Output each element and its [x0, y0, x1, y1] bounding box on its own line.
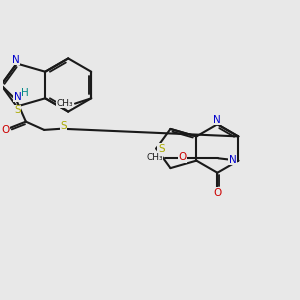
Text: O: O — [178, 152, 187, 162]
Text: S: S — [60, 122, 67, 131]
Text: N: N — [213, 115, 221, 124]
Text: O: O — [213, 188, 221, 198]
Text: CH₃: CH₃ — [57, 99, 73, 108]
Text: S: S — [158, 143, 164, 154]
Text: H: H — [21, 88, 28, 98]
Text: S: S — [14, 105, 21, 116]
Text: N: N — [12, 55, 20, 65]
Text: N: N — [229, 155, 237, 165]
Text: O: O — [1, 125, 9, 135]
Text: CH₃: CH₃ — [146, 153, 163, 162]
Text: N: N — [14, 92, 22, 102]
